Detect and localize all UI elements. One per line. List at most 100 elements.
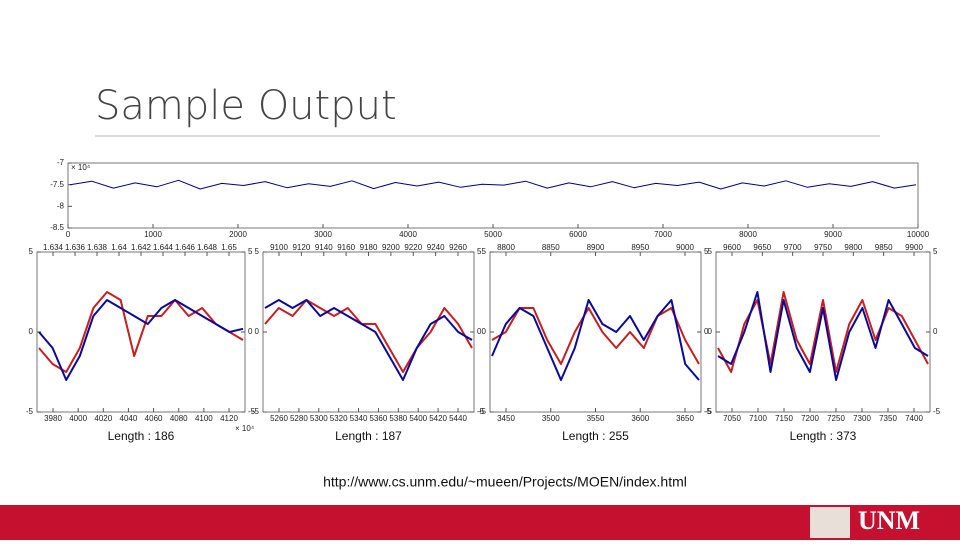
x-tick-label: 7400 xyxy=(905,414,923,423)
x-tick-label: 9000 xyxy=(676,243,694,252)
y-tick-label: -5 xyxy=(252,407,260,416)
x-tick-label: 3000 xyxy=(314,230,332,239)
x-tick-label: 1.648 xyxy=(197,243,218,252)
y-tick-label: -5 xyxy=(479,407,487,416)
x-tick-label: 3450 xyxy=(497,414,515,423)
y-tick-label: -8 xyxy=(57,201,65,210)
x-tick-label: 7250 xyxy=(827,414,845,423)
x-tick-label: 5280 xyxy=(290,414,308,423)
y-tick-label: 5 xyxy=(933,247,938,256)
x-tick-label: 5400 xyxy=(409,414,427,423)
x-tick-label: 7050 xyxy=(723,414,741,423)
x-tick-label: 4040 xyxy=(120,414,138,423)
x-tick-label: 8900 xyxy=(587,243,605,252)
x-tick-label: 7150 xyxy=(775,414,793,423)
y-tick-label: 5 xyxy=(248,247,253,256)
x-tick-label: 9180 xyxy=(360,243,378,252)
data-line xyxy=(491,307,700,365)
x-tick-label: 9220 xyxy=(404,243,422,252)
slide-title: Sample Output xyxy=(95,83,397,129)
length-label: Length : 373 xyxy=(790,429,857,443)
x-tick-label: 5000 xyxy=(484,230,502,239)
x-tick-label: 7100 xyxy=(749,414,767,423)
x-tick-label: 1.642 xyxy=(131,243,152,252)
x-tick-label: 5380 xyxy=(389,414,407,423)
x-tick-label: 9200 xyxy=(382,243,400,252)
exponent-label: × 10⁴ xyxy=(71,163,91,172)
y-tick-label: 5 xyxy=(708,247,713,256)
x-tick-label: 1000 xyxy=(144,230,162,239)
x-tick-label: 9800 xyxy=(844,243,862,252)
x-tick-label: 10000 xyxy=(907,230,930,239)
x-tick-label: 8800 xyxy=(497,243,515,252)
y-tick-label: 5 xyxy=(704,247,709,256)
x-tick-label: 9240 xyxy=(427,243,445,252)
x-tick-label: 4000 xyxy=(399,230,417,239)
x-tick-label: 9100 xyxy=(270,243,288,252)
data-line xyxy=(69,179,917,190)
x-tick-label: 8850 xyxy=(542,243,560,252)
footer-bar xyxy=(0,505,960,540)
y-tick-label: -7 xyxy=(57,158,65,167)
x-tick-label: 7300 xyxy=(853,414,871,423)
length-label: Length : 187 xyxy=(335,429,402,443)
x-tick-label: 9160 xyxy=(337,243,355,252)
x-tick-label: 7000 xyxy=(654,230,672,239)
x-tick-label: 9850 xyxy=(875,243,893,252)
x-tick-label: 6000 xyxy=(569,230,587,239)
x-tick-label: 3650 xyxy=(676,414,694,423)
x-tick-label: 9600 xyxy=(723,243,741,252)
y-tick-label: 0 xyxy=(248,327,253,336)
y-tick-label: 0 xyxy=(477,327,482,336)
y-tick-label: -5 xyxy=(705,407,713,416)
y-tick-label: 0 xyxy=(708,327,713,336)
y-tick-label: 5 xyxy=(29,247,34,256)
x-tick-label: 5360 xyxy=(370,414,388,423)
x-tick-label: 3550 xyxy=(587,414,605,423)
x-tick-label: 4120 xyxy=(220,414,238,423)
y-tick-label: 0 xyxy=(704,327,709,336)
x-tick-label: 5420 xyxy=(429,414,447,423)
exponent-label: × 10⁴ xyxy=(235,424,255,433)
url: http://www.cs.unm.edu/~mueen/Projects/MO… xyxy=(323,474,687,490)
x-tick-label: 1.646 xyxy=(175,243,196,252)
data-line xyxy=(38,291,244,373)
x-tick-label: 9140 xyxy=(315,243,333,252)
x-tick-label: 4080 xyxy=(170,414,188,423)
x-tick-label: 5320 xyxy=(330,414,348,423)
x-tick-label: 0 xyxy=(66,230,71,239)
x-tick-label: 3500 xyxy=(542,414,560,423)
x-tick-label: 9750 xyxy=(814,243,832,252)
x-tick-label: 1.636 xyxy=(65,243,86,252)
x-tick-label: 3600 xyxy=(631,414,649,423)
length-label: Length : 255 xyxy=(562,429,629,443)
x-tick-label: 1.638 xyxy=(87,243,108,252)
logo-text: UNM xyxy=(858,506,920,535)
data-line xyxy=(491,299,700,381)
x-tick-label: 1.65 xyxy=(221,243,237,252)
x-tick-label: 9700 xyxy=(784,243,802,252)
x-tick-label: 3980 xyxy=(44,414,62,423)
x-tick-label: 5300 xyxy=(310,414,328,423)
x-tick-label: 5440 xyxy=(449,414,467,423)
x-tick-label: 9000 xyxy=(824,230,842,239)
x-tick-label: 7200 xyxy=(801,414,819,423)
y-tick-label: -5 xyxy=(704,407,712,416)
y-tick-label: -8.5 xyxy=(50,223,64,232)
x-tick-label: 1.64 xyxy=(111,243,127,252)
y-tick-label: 0 xyxy=(933,327,938,336)
x-tick-label: 9260 xyxy=(449,243,467,252)
x-tick-label: 4000 xyxy=(69,414,87,423)
x-tick-label: 4060 xyxy=(145,414,163,423)
x-tick-label: 8000 xyxy=(739,230,757,239)
charts: -7-7.5-8-8.50 1000 2000 3000 4000 5000 6000 700… xyxy=(26,158,941,443)
y-tick-label: -5 xyxy=(26,407,34,416)
data-line xyxy=(264,299,473,381)
y-tick-label: -7.5 xyxy=(50,180,64,189)
data-line xyxy=(717,291,929,381)
x-tick-label: 8950 xyxy=(631,243,649,252)
x-tick-label: 9120 xyxy=(292,243,310,252)
x-tick-label: 4020 xyxy=(94,414,112,423)
x-tick-label: 9650 xyxy=(753,243,771,252)
